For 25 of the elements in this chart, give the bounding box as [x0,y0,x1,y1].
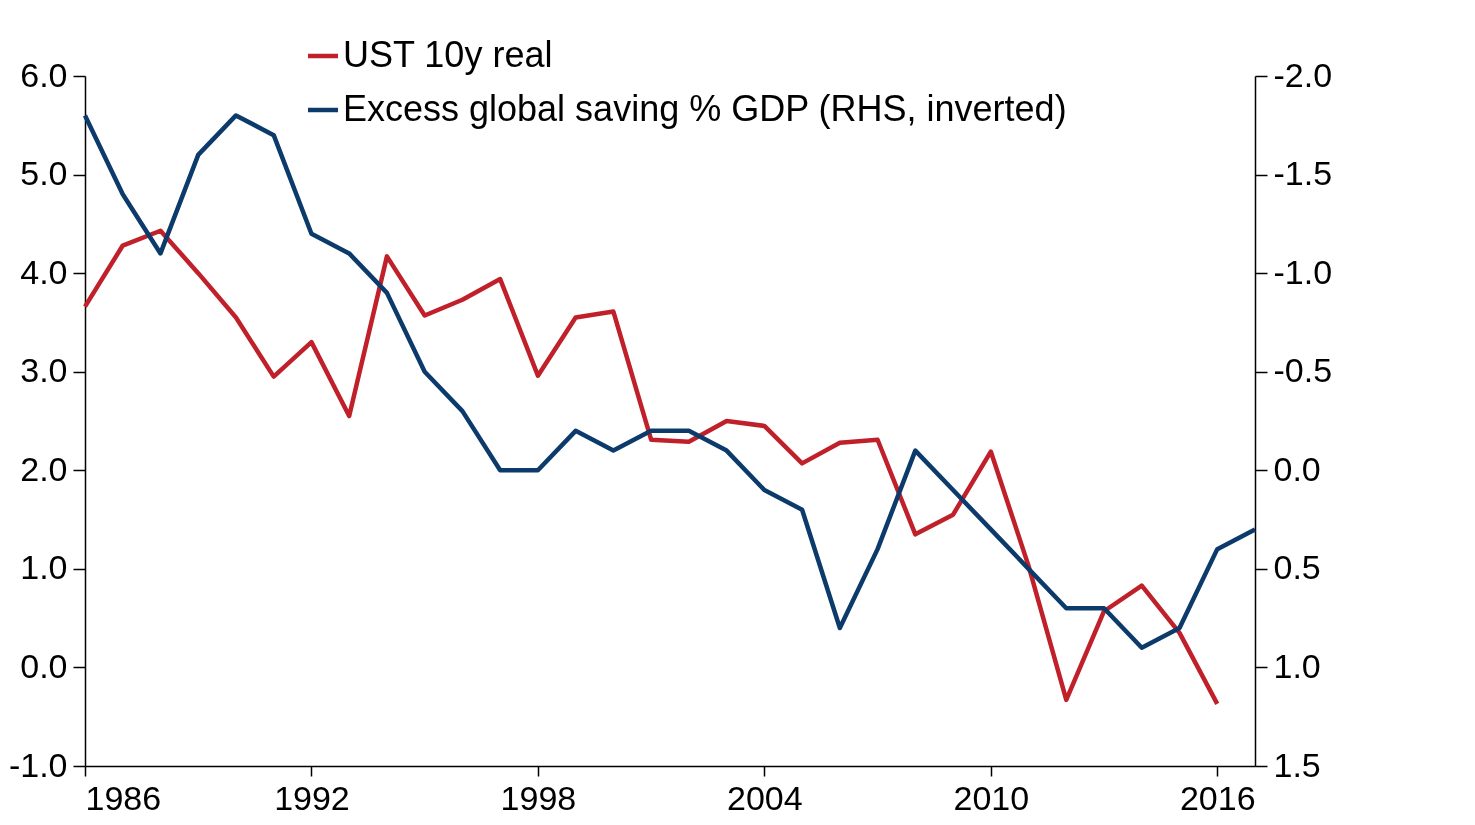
y2-tick-label: -1.0 [1273,252,1333,291]
x-tick-label: 1986 [85,778,162,817]
x-tick-label: 1998 [500,778,577,817]
y2-tick-label: 0.0 [1273,449,1321,488]
x-tick-label: 2004 [727,778,803,817]
legend-label: Excess global saving % GDP (RHS, inverted) [343,88,1067,129]
y-tick-label: 3.0 [20,351,68,390]
line-series [82,228,1220,707]
y2-tick-label: 1.0 [1273,646,1321,685]
y2-tick-label: -2.0 [1273,55,1333,94]
y-tick-label: -1.0 [8,745,68,784]
x-tick-label: 1992 [274,778,350,817]
y-tick-label: 2.0 [20,449,68,488]
x-tick-label: 2016 [1179,778,1256,817]
y2-tick-label: -1.5 [1273,154,1333,193]
y-tick-label: 4.0 [20,252,68,291]
y-tick-label: 5.0 [20,154,68,193]
y-tick-label: 6.0 [20,55,68,94]
legend-label: UST 10y real [343,34,553,75]
x-tick-label: 2010 [953,778,1030,817]
y2-tick-label: 0.5 [1273,548,1321,587]
y2-tick-label: 1.5 [1273,745,1321,784]
y-tick-label: 1.0 [20,548,68,587]
y-tick-label: 0.0 [20,646,68,685]
y2-tick-label: -0.5 [1273,351,1333,390]
